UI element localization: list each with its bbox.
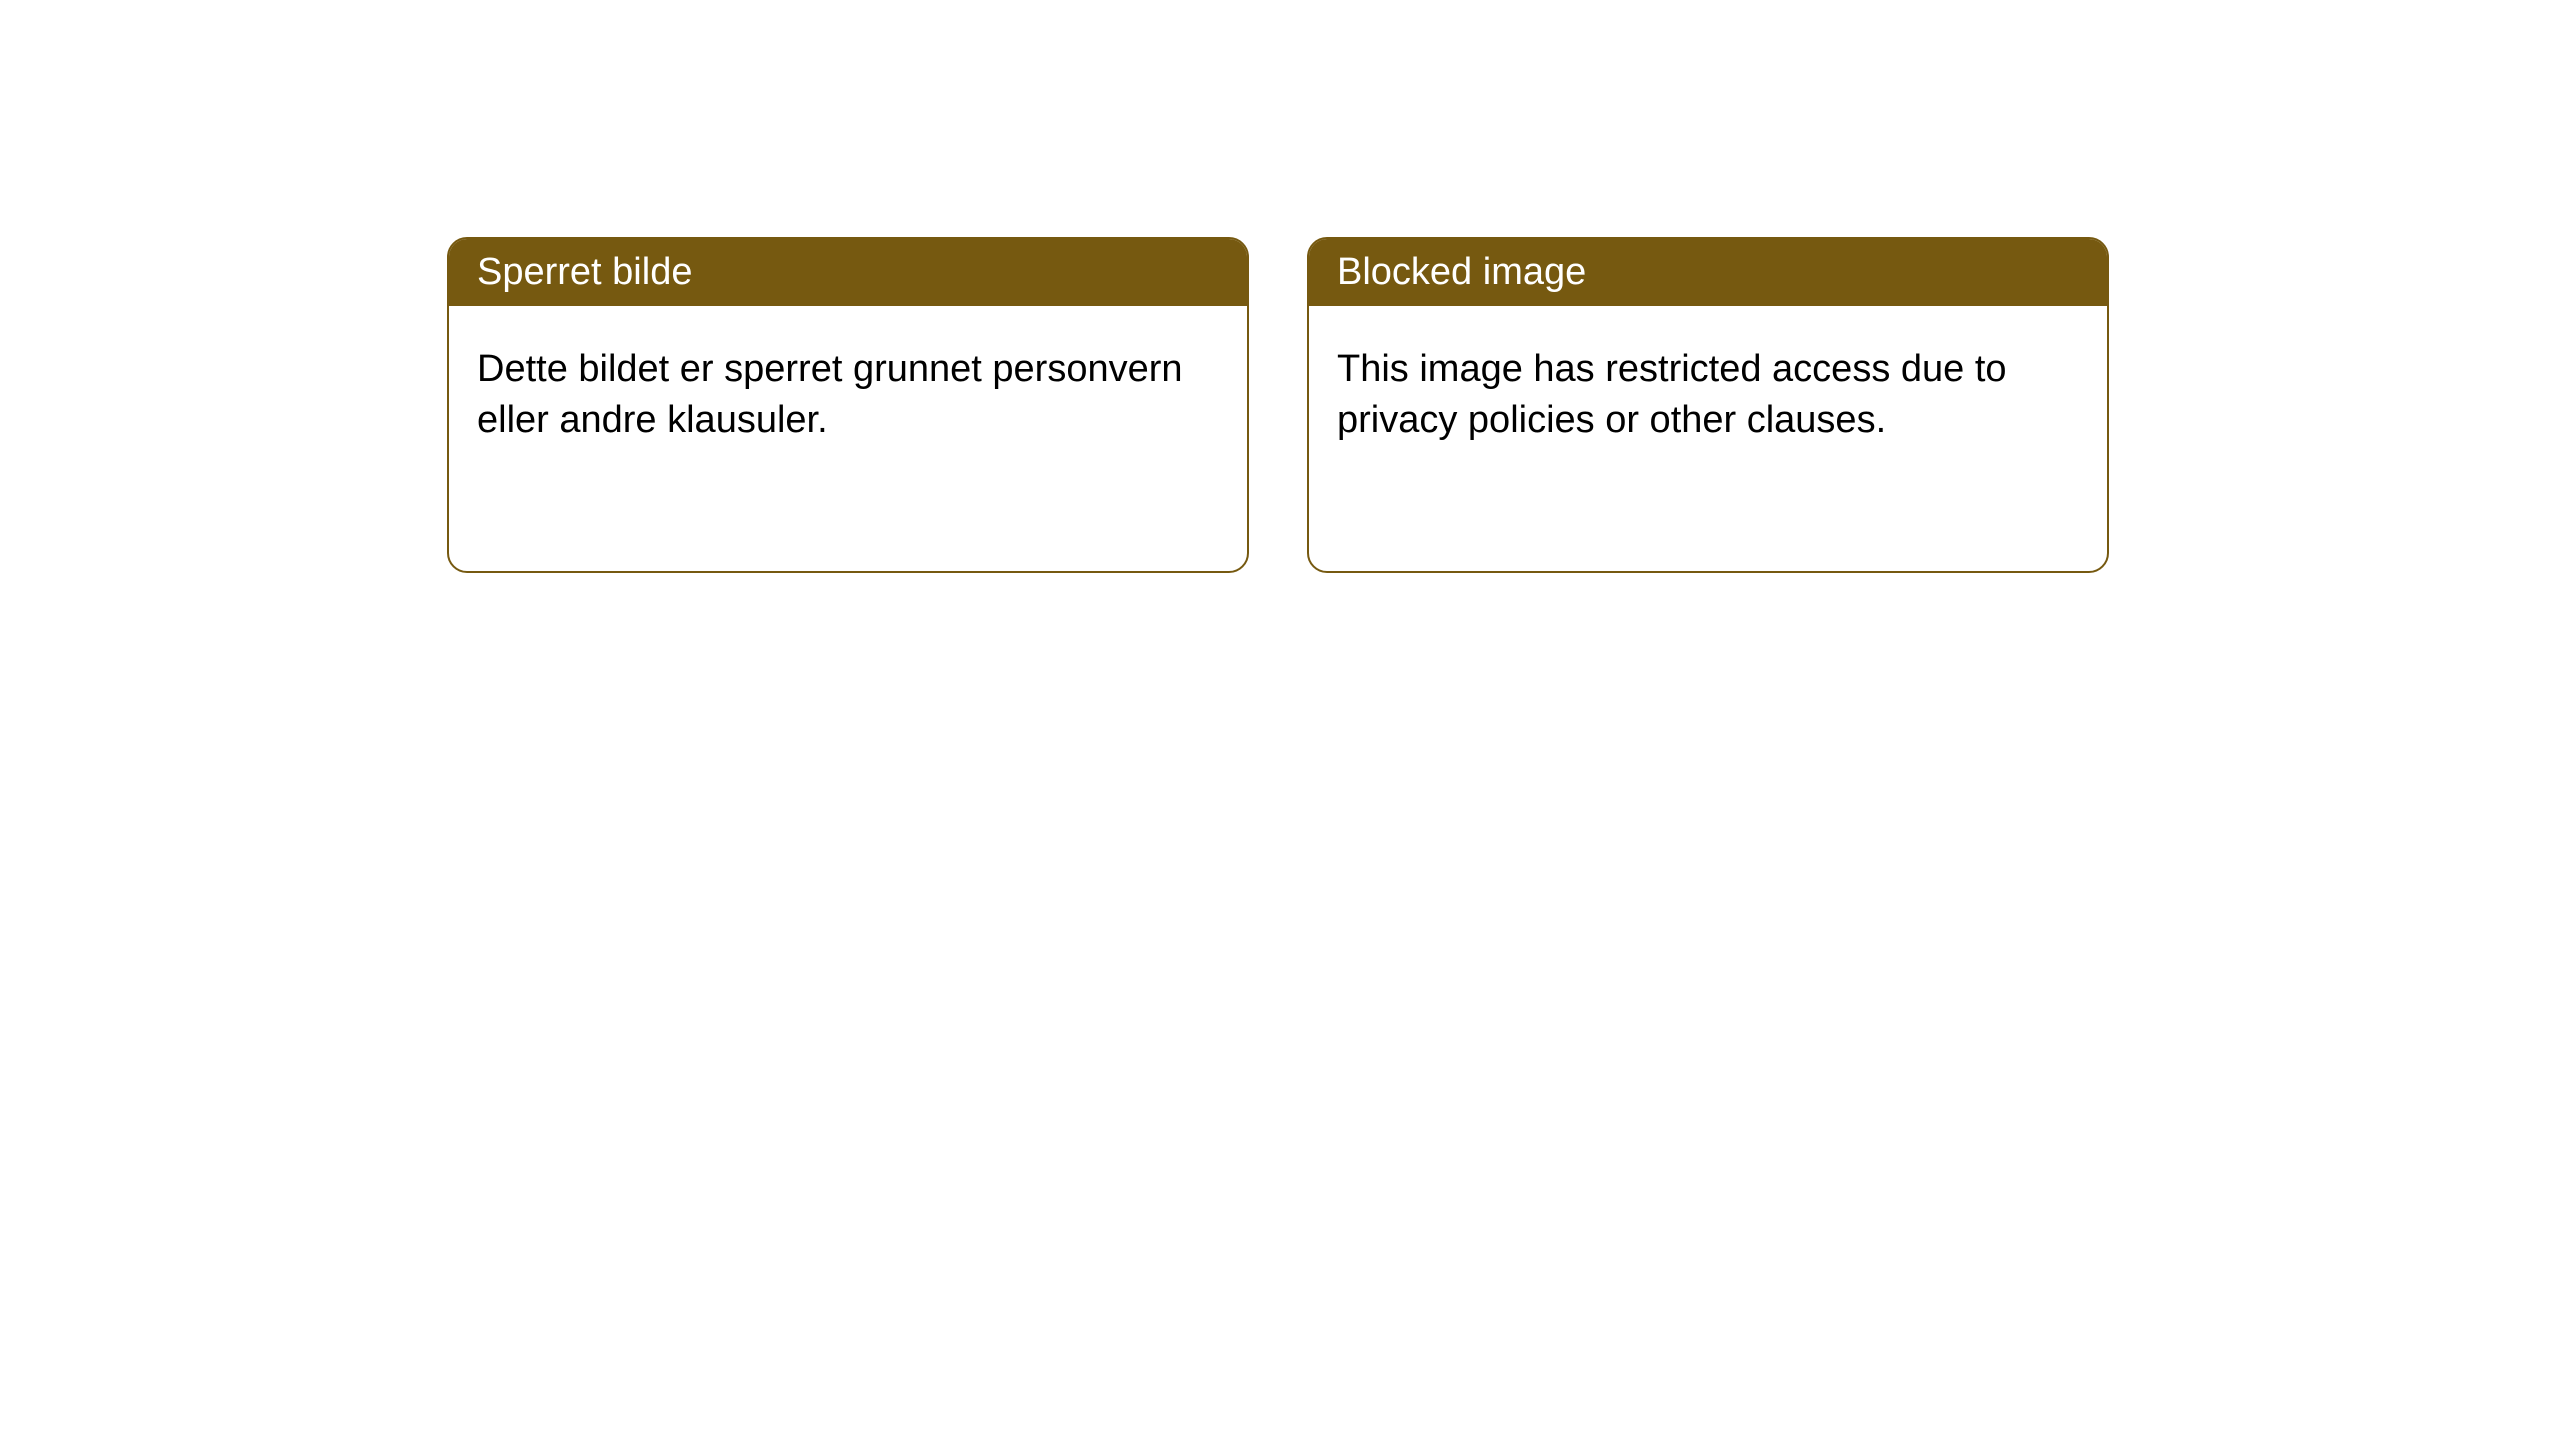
blocked-image-card-no: Sperret bilde Dette bildet er sperret gr… (447, 237, 1249, 573)
blocked-image-card-en: Blocked image This image has restricted … (1307, 237, 2109, 573)
card-body: Dette bildet er sperret grunnet personve… (449, 306, 1247, 485)
cards-container: Sperret bilde Dette bildet er sperret gr… (0, 0, 2560, 573)
card-title: Blocked image (1309, 239, 2107, 306)
card-body: This image has restricted access due to … (1309, 306, 2107, 485)
card-title: Sperret bilde (449, 239, 1247, 306)
